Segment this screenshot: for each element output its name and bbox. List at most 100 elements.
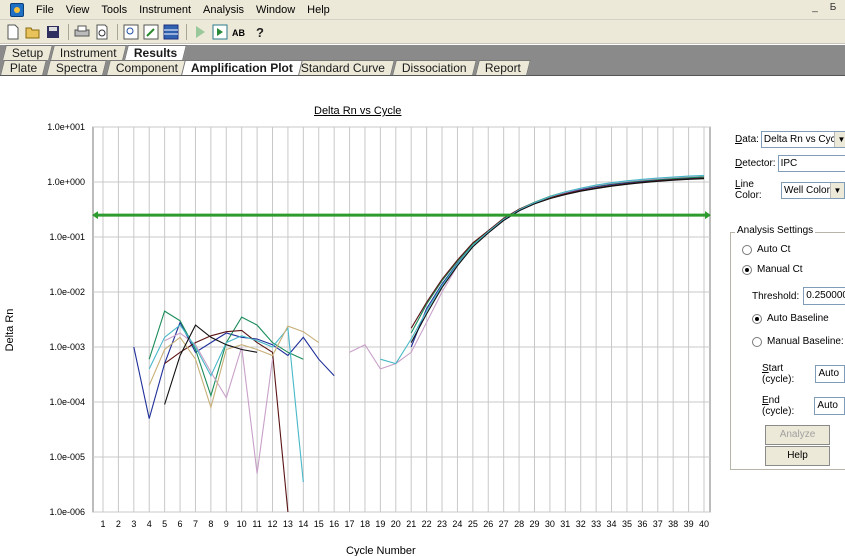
auto-ct-radio[interactable] (742, 244, 752, 255)
new-file-icon[interactable] (4, 23, 22, 41)
threshold-left-handle (92, 211, 98, 220)
manual-ct-radio[interactable] (742, 264, 752, 275)
print-preview-icon[interactable] (93, 23, 111, 41)
y-tick-label: 1.0e-005 (49, 452, 85, 462)
x-tick-label: 20 (391, 519, 401, 529)
menu-instrument[interactable]: Instrument (139, 3, 192, 16)
line-color-selector-row: Line Color: Well Color ▼ (735, 179, 845, 201)
zoom-icon[interactable] (122, 23, 140, 41)
auto-baseline-option[interactable]: Auto Baseline (752, 313, 829, 324)
record-icon[interactable] (211, 23, 229, 41)
x-tick-label: 22 (422, 519, 432, 529)
auto-baseline-radio[interactable] (752, 313, 762, 324)
spell-icon[interactable]: AB (231, 23, 249, 41)
menu-file[interactable]: File (36, 3, 54, 16)
x-tick-label: 21 (406, 519, 416, 529)
toolbar-separator (117, 23, 118, 40)
help-button[interactable]: Help (765, 446, 830, 466)
line-color-dropdown[interactable]: Well Color ▼ (780, 181, 845, 199)
x-tick-label: 37 (653, 519, 663, 529)
minimize-button[interactable]: _ (812, 2, 818, 13)
x-tick-label: 14 (298, 519, 308, 529)
x-tick-label: 15 (314, 519, 324, 529)
analysis-settings-title: Analysis Settings (735, 225, 816, 236)
threshold-right-handle (705, 211, 711, 220)
x-tick-label: 32 (576, 519, 586, 529)
data-label: Data: (735, 134, 759, 145)
x-tick-label: 18 (360, 519, 370, 529)
edit-icon[interactable] (142, 23, 160, 41)
y-tick-label: 1.0e-003 (49, 342, 85, 352)
manual-baseline-label: Manual Baseline: (767, 336, 844, 347)
play-icon[interactable] (191, 23, 209, 41)
y-tick-label: 1.0e-001 (49, 232, 85, 242)
x-tick-label: 7 (193, 519, 198, 529)
auto-ct-label: Auto Ct (757, 244, 791, 255)
x-tick-label: 19 (375, 519, 385, 529)
print-icon[interactable] (73, 23, 91, 41)
x-tick-label: 35 (622, 519, 632, 529)
end-cycle-input[interactable]: Auto (814, 397, 845, 415)
line-color-label: Line Color: (735, 179, 762, 201)
menu-help[interactable]: Help (307, 3, 330, 16)
menu-view[interactable]: View (65, 3, 90, 16)
x-tick-label: 17 (345, 519, 355, 529)
manual-baseline-radio[interactable] (752, 336, 762, 347)
menu-analysis[interactable]: Analysis (203, 3, 245, 16)
x-tick-label: 6 (178, 519, 183, 529)
x-tick-label: 11 (252, 519, 261, 529)
data-dropdown[interactable]: Delta Rn vs Cycle ▼ (760, 131, 845, 148)
end-cycle-label: End (cycle): (762, 395, 795, 417)
toolbar-separator (186, 23, 187, 40)
svg-text:?: ? (256, 25, 264, 40)
x-tick-label: 1 (100, 519, 105, 529)
y-tick-label: 1.0e-002 (49, 287, 85, 297)
y-tick-label: 1.0e+000 (47, 177, 85, 187)
tab-results[interactable]: Results (124, 45, 188, 60)
start-cycle-input[interactable]: Auto (815, 365, 845, 383)
threshold-label: Threshold: (752, 290, 800, 302)
threshold-input[interactable]: 0.2500000 (803, 287, 845, 305)
help-icon[interactable]: ? (251, 23, 269, 41)
open-folder-icon[interactable] (24, 23, 42, 41)
manual-ct-option[interactable]: Manual Ct (742, 264, 803, 275)
x-tick-label: 27 (499, 519, 509, 529)
menu-tools[interactable]: Tools (101, 3, 128, 16)
x-tick-label: 29 (529, 519, 539, 529)
restore-button[interactable]: Б (829, 2, 837, 13)
x-tick-label: 23 (437, 519, 447, 529)
line-color-dropdown-value: Well Color (783, 184, 830, 196)
app-icon (10, 2, 24, 17)
auto-ct-option[interactable]: Auto Ct (742, 244, 790, 255)
grid-icon[interactable] (162, 23, 180, 41)
x-tick-label: 5 (162, 519, 167, 529)
chevron-down-icon[interactable]: ▼ (830, 182, 844, 198)
analyze-button[interactable]: Analyze (765, 425, 830, 445)
tab-results-label: Results (133, 46, 178, 60)
tab-amplification-plot[interactable]: Amplification Plot (181, 60, 303, 75)
menu-bar: File View Tools Instrument Analysis Wind… (0, 0, 845, 20)
threshold-row: Threshold: 0.2500000 (752, 287, 845, 305)
series-line-3 (164, 329, 289, 513)
detector-selector-row: Detector: IPC▼ (735, 155, 845, 172)
x-tick-label: 4 (147, 519, 152, 529)
tab-amplification-plot-label: Amplification Plot (190, 61, 293, 75)
toolbar-separator (68, 23, 69, 40)
chevron-down-icon[interactable]: ▼ (833, 132, 845, 147)
manual-baseline-option[interactable]: Manual Baseline: (752, 336, 844, 347)
svg-text:AB: AB (232, 28, 245, 38)
save-icon[interactable] (44, 23, 62, 41)
tab-row-top: Setup Instrument Results (0, 45, 845, 60)
menu-window[interactable]: Window (256, 3, 296, 16)
y-tick-label: 1.0e-004 (49, 397, 85, 407)
data-dropdown-value: Delta Rn vs Cycle (763, 134, 844, 145)
x-tick-label: 9 (224, 519, 229, 529)
x-tick-label: 10 (237, 519, 247, 529)
detector-dropdown[interactable]: IPC▼ (777, 155, 845, 172)
manual-ct-label: Manual Ct (757, 264, 803, 275)
x-tick-label: 28 (514, 519, 524, 529)
x-tick-label: 39 (684, 519, 694, 529)
x-tick-label: 38 (668, 519, 678, 529)
x-tick-label: 16 (329, 519, 339, 529)
